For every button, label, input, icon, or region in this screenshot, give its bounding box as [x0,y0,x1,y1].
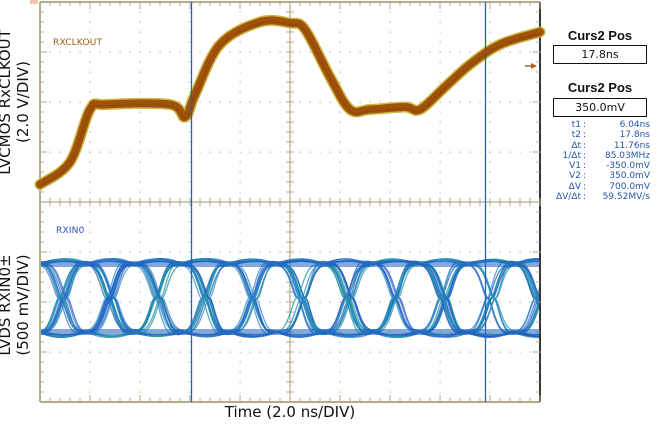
time-cursor-value[interactable]: 17.8ns [553,45,647,64]
measurement-value: 350.0mV [609,171,650,182]
ground-level-marker [30,0,537,69]
measurement-separator: : [583,192,587,203]
measurement-separator: : [583,130,587,141]
measurement-row: t2: 17.8ns [549,130,653,140]
measurement-row: ΔV: 700.0mV [549,182,653,192]
measurement-key: t2 [571,130,581,141]
measurement-row: V2: 350.0mV [549,171,653,181]
measurement-row: 1/Δt: 85.03MHz [549,151,653,161]
top-channel-ylabel: LVCMOS RxCLKOUT (2.0 V/DIV) [0,2,34,202]
measurement-separator: : [583,181,587,192]
measurement-value: 6.04ns [619,120,650,130]
measurement-value: 17.8ns [619,130,650,141]
measurement-separator: : [583,150,587,161]
measurement-separator: : [583,171,587,182]
rxin0-eye-diagram [41,257,539,339]
measurement-separator: : [583,120,587,130]
volt-cursor-value[interactable]: 350.0mV [553,98,647,117]
measurement-value: 59.52MV/s [602,192,650,203]
time-cursors[interactable] [190,2,487,402]
measurement-key: 1/Δt [562,150,581,161]
measurement-key: V1 [569,161,581,172]
measurement-key: Δt [571,140,581,151]
x-axis-label: Time (2.0 ns/DIV) [224,403,356,421]
top-ylabel-line1: LVCMOS RxCLKOUT [0,29,14,175]
volt-cursor-heading: Curs2 Pos [567,80,633,95]
channel1-label: RXCLKOUT [53,38,103,48]
bottom-ylabel-line1: LVDS RXIN0± [0,254,14,356]
measurement-key: ΔV/Δt [555,192,581,203]
measurement-row: V1: -350.0mV [549,161,653,171]
bottom-ylabel-line2: (500 mV/DIV) [14,254,32,356]
measurement-value: -350.0mV [606,161,650,172]
measurement-key: t1 [571,120,581,130]
measurement-value: 700.0mV [609,181,650,192]
measurement-key: ΔV [568,181,581,192]
measurement-row: Δt: 11.76ns [549,141,653,151]
measurement-separator: : [583,161,587,172]
measurement-value: 85.03MHz [604,150,650,161]
rxclkout-waveform [34,14,546,190]
time-cursor-heading: Curs2 Pos [567,28,633,43]
measurement-row: t1: 6.04ns [549,120,653,130]
top-ylabel-line2: (2.0 V/DIV) [14,61,32,143]
measurement-row: ΔV/Δt: 59.52MV/s [549,192,653,202]
channel2-label: RXIN0 [56,226,85,236]
measurement-separator: : [583,140,587,151]
cursor-measurements: t1: 6.04ns t2: 17.8ns Δt: 11.76ns 1/Δt: 85.03MH… [549,120,653,202]
measurement-value: 11.76ns [613,140,650,151]
bottom-channel-ylabel: LVDS RXIN0± (500 mV/DIV) [0,205,34,405]
measurement-key: V2 [569,171,581,182]
